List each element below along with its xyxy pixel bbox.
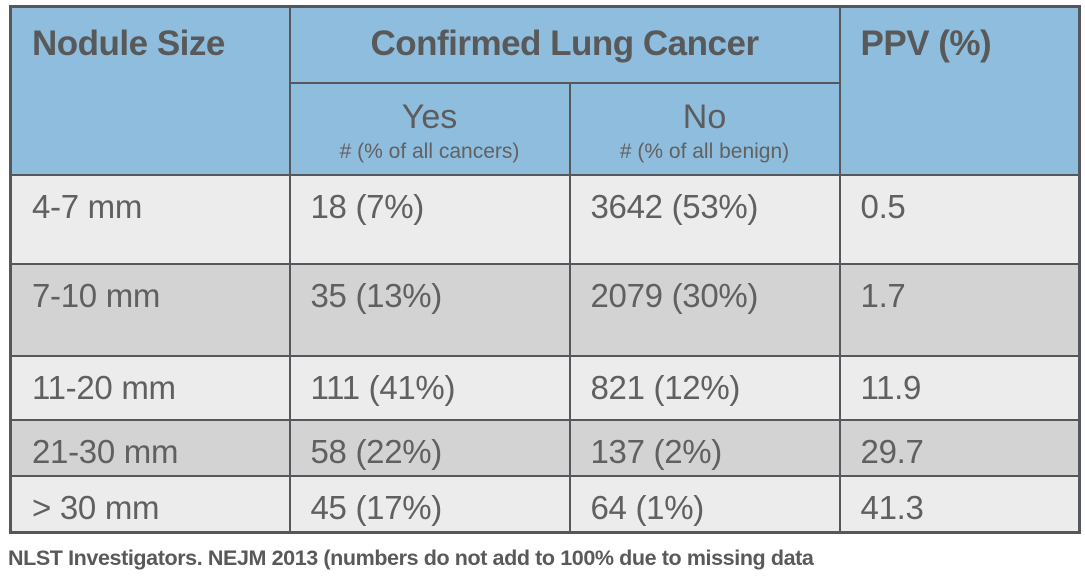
cell-size: 21-30 mm [9,418,291,477]
cell-cancer-yes: 45 (17%) [288,474,571,534]
cell-ppv: 29.7 [838,418,1081,477]
header-row-sub: Yes # (% of all cancers) No # (% of all … [11,81,1080,176]
subheader-yes-caption: # (% of all cancers) [339,139,520,163]
nodule-size-ppv-table: Nodule Size Confirmed Lung Cancer PPV (%… [9,5,1082,534]
cell-cancer-yes: 35 (13%) [288,262,571,357]
table-row: > 30 mm 45 (17%) 64 (1%) 41.3 [9,474,1081,534]
cell-cancer-no: 137 (2%) [568,418,841,477]
subheader-no-label: No [682,97,727,136]
cell-cancer-yes: 111 (41%) [288,354,571,421]
subheader-yes-label: Yes [401,97,458,136]
cell-size: 4-7 mm [9,173,291,265]
cell-cancer-yes: 18 (7%) [288,173,571,265]
header-row-main: Nodule Size Confirmed Lung Cancer PPV (%… [9,5,1081,176]
cell-ppv: 11.9 [838,354,1081,421]
cell-ppv: 41.3 [838,474,1081,534]
cell-cancer-yes: 58 (22%) [288,418,571,477]
table-row: 11-20 mm 111 (41%) 821 (12%) 11.9 [9,354,1081,421]
table-row: 7-10 mm 35 (13%) 2079 (30%) 1.7 [9,262,1081,357]
table-row: 21-30 mm 58 (22%) 137 (2%) 29.7 [9,418,1081,477]
cell-cancer-no: 3642 (53%) [568,173,841,265]
cell-cancer-no: 821 (12%) [568,354,841,421]
cell-size: > 30 mm [9,474,291,534]
cell-size: 11-20 mm [9,354,291,421]
table-row: 4-7 mm 18 (7%) 3642 (53%) 0.5 [9,173,1081,265]
column-header-ppv: PPV (%) [838,5,1081,176]
subheader-yes: Yes # (% of all cancers) [288,81,571,176]
cell-ppv: 0.5 [838,173,1081,265]
cell-size: 7-10 mm [9,262,291,357]
subheader-no-caption: # (% of all benign) [619,139,790,163]
column-header-nodule-size: Nodule Size [9,5,291,176]
cell-ppv: 1.7 [838,262,1081,357]
subheader-no: No # (% of all benign) [568,81,841,176]
column-header-confirmed-lung-cancer: Confirmed Lung Cancer [288,5,841,84]
cell-cancer-no: 2079 (30%) [568,262,841,357]
source-footnote: NLST Investigators. NEJM 2013 (numbers d… [8,546,814,570]
cell-cancer-no: 64 (1%) [568,474,841,534]
